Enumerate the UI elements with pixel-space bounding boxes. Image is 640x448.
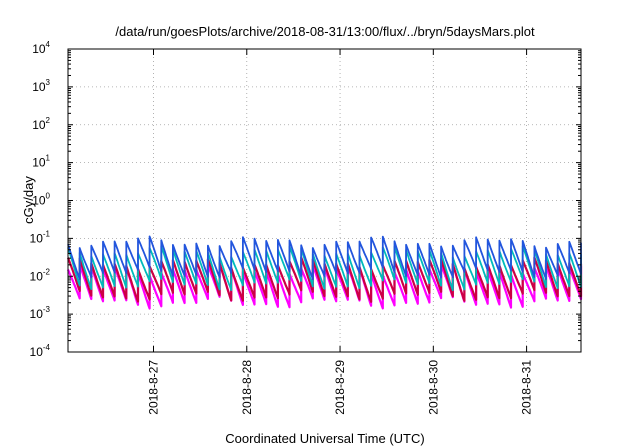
y-tick-label: 101 bbox=[32, 154, 50, 170]
x-tick-label: 2018-8-29 bbox=[333, 360, 347, 415]
chart-title: /data/run/goesPlots/archive/2018-08-31/1… bbox=[115, 24, 535, 39]
x-ticks: 2018-8-27 2018-8-28 2018-8-29 2018-8-30 2018… bbox=[147, 49, 534, 415]
y-tick-label: 10-4 bbox=[30, 343, 51, 359]
series-line bbox=[67, 235, 582, 281]
y-tick-label: 102 bbox=[32, 116, 50, 132]
x-tick-label: 2018-8-27 bbox=[147, 360, 161, 415]
x-tick-label: 2018-8-28 bbox=[240, 360, 254, 415]
y-tick-label: 10-2 bbox=[30, 267, 51, 283]
y-ticks: 10-4 10-3 10-2 10-1 100 101 102 103 104 bbox=[30, 40, 581, 359]
x-tick-label: 2018-8-31 bbox=[520, 360, 534, 415]
x-axis-label: Coordinated Universal Time (UTC) bbox=[225, 431, 424, 446]
y-tick-label: 10-3 bbox=[30, 305, 51, 321]
x-tick-label: 2018-8-30 bbox=[426, 360, 440, 415]
y-tick-label: 104 bbox=[32, 40, 50, 56]
y-tick-label: 100 bbox=[32, 192, 50, 208]
grid bbox=[68, 49, 581, 352]
y-tick-label: 10-1 bbox=[30, 229, 51, 245]
y-axis-label: cGy/day bbox=[21, 176, 36, 224]
series-group bbox=[66, 235, 583, 310]
y-tick-label: 103 bbox=[32, 78, 50, 94]
